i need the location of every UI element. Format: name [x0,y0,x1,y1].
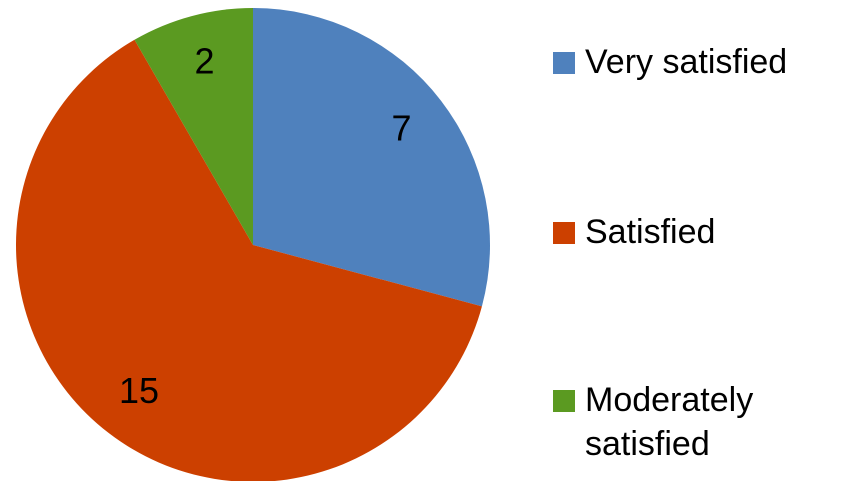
legend-label: Satisfied [585,213,716,251]
data-label: 7 [392,108,412,149]
legend-swatch [553,222,575,244]
pie-slice [253,8,490,307]
legend-swatch [553,390,575,412]
legend-label: Moderately satisfied [585,381,754,463]
pie-slice [134,7,253,245]
data-label: 2 [195,41,215,82]
legend-item: Satisfied [553,210,848,254]
legend-label: Very satisfied [585,43,788,81]
data-label: 15 [119,370,159,411]
legend-item: Very satisfied [553,40,848,84]
pie-slice [16,39,482,481]
legend-item: Moderately satisfied [553,378,848,466]
legend-swatch [553,52,575,74]
